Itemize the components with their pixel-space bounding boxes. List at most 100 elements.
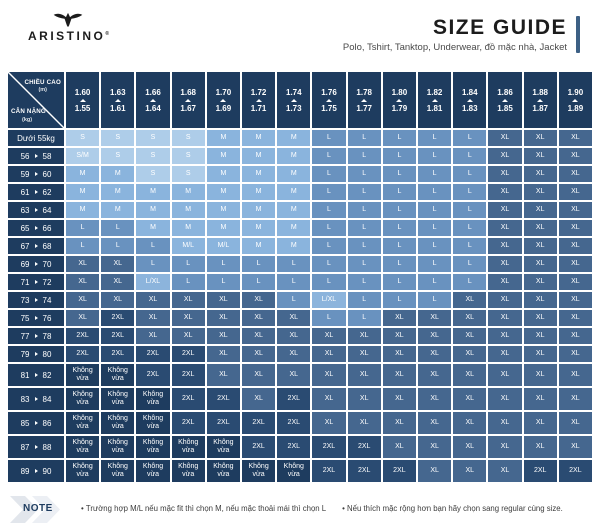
size-cell: XL <box>488 256 522 272</box>
size-cell: 2XL <box>171 346 205 362</box>
size-cell: M <box>277 184 311 200</box>
size-cell: XL <box>206 292 240 308</box>
size-cell: XL <box>558 346 592 362</box>
size-cell: L <box>347 292 381 308</box>
size-cell: 2XL <box>206 412 240 434</box>
size-cell: L <box>312 130 346 146</box>
size-cell: L <box>277 256 311 272</box>
size-cell: Không vừa <box>101 436 135 458</box>
size-cell: M <box>242 166 276 182</box>
page-title: SIZE GUIDE <box>432 16 567 39</box>
weight-label: 75 76 <box>8 310 64 326</box>
height-column-header: 1.63 1.61 <box>101 72 135 128</box>
size-cell: XL <box>418 412 452 434</box>
size-cell: XL <box>523 292 557 308</box>
size-cell: L <box>347 220 381 236</box>
table-row: 56 58 S/M S S S M M M L L L L L XL XL XL <box>8 148 592 164</box>
size-cell: S <box>101 130 135 146</box>
size-cell: XL <box>206 328 240 344</box>
size-cell: M <box>242 238 276 254</box>
up-arrow-icon <box>149 98 156 102</box>
size-cell: L <box>382 238 416 254</box>
brand-logo: ARISTINO® <box>28 12 109 43</box>
weight-label: 65 66 <box>8 220 64 236</box>
size-cell: Không vừa <box>171 460 205 482</box>
weight-axis-label: CÂN NẶNG <box>11 108 46 115</box>
size-cell: L <box>136 238 170 254</box>
size-cell: Không vừa <box>66 412 100 434</box>
size-cell: M <box>242 130 276 146</box>
right-arrow-icon <box>34 244 38 248</box>
size-cell: L <box>382 148 416 164</box>
size-cell: Không vừa <box>66 460 100 482</box>
size-cell: Không vừa <box>242 460 276 482</box>
height-axis-unit: (m) <box>38 87 47 93</box>
size-cell: L <box>312 202 346 218</box>
size-cell: L <box>312 238 346 254</box>
size-cell: L <box>347 148 381 164</box>
size-cell: XL <box>488 364 522 386</box>
size-cell: XL <box>418 364 452 386</box>
size-cell: M <box>136 202 170 218</box>
size-cell: M <box>171 184 205 200</box>
diagonal-divider <box>8 72 64 128</box>
size-cell: 2XL <box>277 388 311 410</box>
size-cell: M <box>136 220 170 236</box>
size-cell: S <box>171 166 205 182</box>
size-cell: XL <box>558 202 592 218</box>
size-cell: L <box>418 184 452 200</box>
height-column-header: 1.82 1.81 <box>418 72 452 128</box>
size-cell: 2XL <box>347 460 381 482</box>
size-cell: XL <box>488 238 522 254</box>
size-cell: XL <box>136 292 170 308</box>
size-cell: L <box>347 256 381 272</box>
size-cell: XL <box>66 256 100 272</box>
title-block: SIZE GUIDE Polo, Tshirt, Tanktop, Underw… <box>343 16 580 54</box>
size-cell: XL <box>558 238 592 254</box>
size-cell: 2XL <box>347 436 381 458</box>
size-cell: L <box>453 166 487 182</box>
size-cell: L <box>242 274 276 290</box>
size-cell: L <box>101 220 135 236</box>
table-row: 65 66 L L M M M M M L L L L L XL XL XL <box>8 220 592 236</box>
right-arrow-icon <box>34 172 38 176</box>
size-cell: XL <box>66 292 100 308</box>
size-cell: L <box>312 274 346 290</box>
size-cell: XL <box>488 436 522 458</box>
size-cell: L/XL <box>312 292 346 308</box>
height-column-header: 1.76 1.75 <box>312 72 346 128</box>
size-cell: L <box>382 202 416 218</box>
size-cell: XL <box>523 130 557 146</box>
size-cell: XL <box>347 388 381 410</box>
right-arrow-icon <box>34 469 38 473</box>
size-cell: XL <box>453 310 487 326</box>
size-cell: M <box>277 220 311 236</box>
up-arrow-icon <box>325 98 332 102</box>
size-cell: XL <box>242 310 276 326</box>
size-cell: L <box>206 256 240 272</box>
size-cell: L <box>277 274 311 290</box>
size-cell: XL <box>558 310 592 326</box>
size-cell: Không vừa <box>66 436 100 458</box>
right-arrow-icon <box>34 280 38 284</box>
size-cell: L <box>418 166 452 182</box>
size-cell: XL <box>453 412 487 434</box>
chevrons-icon <box>10 496 60 523</box>
size-cell: M/L <box>171 238 205 254</box>
table-row: 77 78 2XL 2XL XL XL XL XL XL XL XL XL XL XL XL XL XL <box>8 328 592 344</box>
size-cell: XL <box>488 166 522 182</box>
size-cell: XL <box>488 310 522 326</box>
size-cell: XL <box>453 364 487 386</box>
right-arrow-icon <box>34 226 38 230</box>
size-cell: L <box>453 202 487 218</box>
size-cell: 2XL <box>312 460 346 482</box>
size-cell: XL <box>488 328 522 344</box>
size-cell: Không vừa <box>206 460 240 482</box>
right-arrow-icon <box>34 421 38 425</box>
weight-label: Dưới 55kg <box>8 130 64 146</box>
size-cell: XL <box>523 256 557 272</box>
size-cell: M <box>242 202 276 218</box>
size-cell: M <box>206 130 240 146</box>
size-cell: 2XL <box>101 310 135 326</box>
size-cell: XL <box>382 310 416 326</box>
